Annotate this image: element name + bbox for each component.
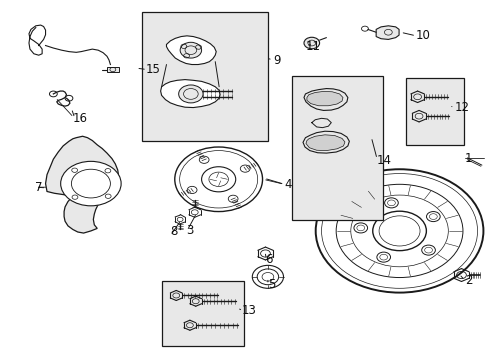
Polygon shape xyxy=(45,136,119,233)
Polygon shape xyxy=(160,80,220,108)
Text: 12: 12 xyxy=(453,101,468,114)
Text: 1: 1 xyxy=(464,152,471,165)
Polygon shape xyxy=(375,26,398,40)
Text: 4: 4 xyxy=(284,178,291,191)
Bar xyxy=(142,12,267,141)
Polygon shape xyxy=(305,135,344,150)
Text: 7: 7 xyxy=(35,181,42,194)
Text: 3: 3 xyxy=(185,224,193,238)
Polygon shape xyxy=(303,131,348,153)
Text: 5: 5 xyxy=(267,278,275,291)
Polygon shape xyxy=(304,89,347,111)
Polygon shape xyxy=(166,36,216,64)
Text: 14: 14 xyxy=(376,154,391,167)
Bar xyxy=(292,76,383,220)
Bar xyxy=(161,281,244,346)
Circle shape xyxy=(178,85,203,103)
Text: 13: 13 xyxy=(242,305,256,318)
Text: 15: 15 xyxy=(146,63,161,76)
Text: 2: 2 xyxy=(464,274,471,287)
Bar xyxy=(406,78,463,145)
Text: 10: 10 xyxy=(415,29,430,42)
Circle shape xyxy=(71,169,110,198)
Bar xyxy=(107,67,119,72)
Text: 8: 8 xyxy=(170,225,178,238)
Circle shape xyxy=(61,161,121,206)
Polygon shape xyxy=(306,91,342,106)
Text: 6: 6 xyxy=(265,253,272,266)
Circle shape xyxy=(180,42,201,58)
Circle shape xyxy=(304,37,319,49)
Text: 11: 11 xyxy=(305,40,320,53)
Text: 16: 16 xyxy=(73,112,88,125)
Text: 9: 9 xyxy=(272,54,280,67)
